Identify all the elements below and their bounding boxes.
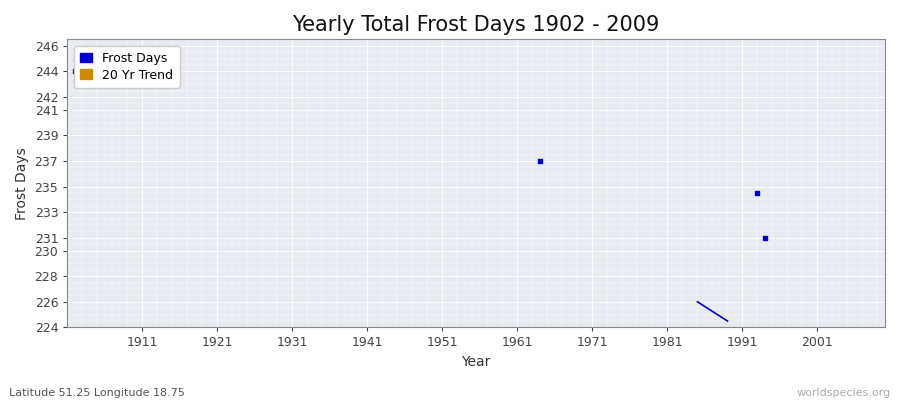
Point <box>68 68 82 74</box>
Point <box>751 190 765 196</box>
Title: Yearly Total Frost Days 1902 - 2009: Yearly Total Frost Days 1902 - 2009 <box>292 15 660 35</box>
Point <box>533 158 547 164</box>
Text: worldspecies.org: worldspecies.org <box>796 388 891 398</box>
Legend: Frost Days, 20 Yr Trend: Frost Days, 20 Yr Trend <box>74 46 180 88</box>
X-axis label: Year: Year <box>462 355 490 369</box>
Text: Latitude 51.25 Longitude 18.75: Latitude 51.25 Longitude 18.75 <box>9 388 184 398</box>
Y-axis label: Frost Days: Frost Days <box>15 147 29 220</box>
Point <box>758 234 772 241</box>
